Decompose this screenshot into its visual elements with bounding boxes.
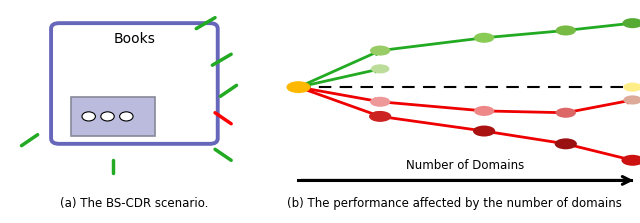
Circle shape (623, 83, 640, 92)
Circle shape (621, 155, 640, 166)
Circle shape (369, 111, 391, 122)
Text: Books: Books (113, 32, 156, 46)
FancyBboxPatch shape (71, 97, 155, 136)
Circle shape (370, 45, 390, 56)
Circle shape (371, 64, 389, 73)
Circle shape (473, 126, 495, 136)
Circle shape (120, 112, 133, 121)
Circle shape (474, 33, 494, 43)
Circle shape (82, 112, 95, 121)
Circle shape (370, 97, 390, 107)
Circle shape (556, 25, 576, 35)
Circle shape (101, 112, 115, 121)
Circle shape (287, 81, 310, 93)
FancyBboxPatch shape (51, 23, 218, 144)
Circle shape (622, 18, 640, 28)
Circle shape (474, 106, 494, 116)
Circle shape (555, 138, 577, 149)
Text: Number of Domains: Number of Domains (406, 159, 525, 172)
Circle shape (623, 95, 640, 105)
Circle shape (556, 108, 576, 118)
Text: (b) The performance affected by the number of domains: (b) The performance affected by the numb… (287, 197, 622, 210)
Text: (a) The BS-CDR scenario.: (a) The BS-CDR scenario. (60, 197, 209, 210)
